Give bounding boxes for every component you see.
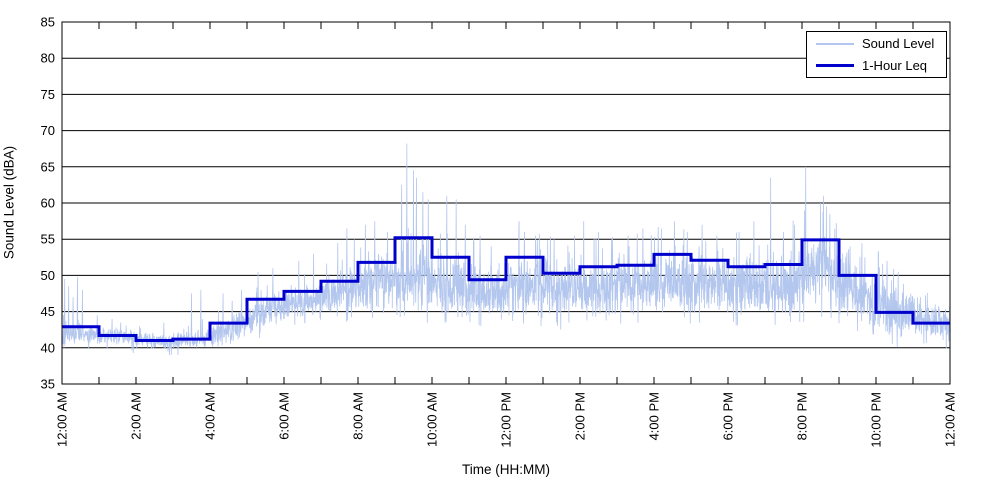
y-tick-label: 50 [41, 268, 55, 283]
y-tick-label: 40 [41, 340, 55, 355]
x-tick-label: 10:00 PM [869, 392, 884, 448]
legend-label-sound-level: Sound Level [862, 36, 935, 52]
sound-level-line-sample [816, 42, 854, 45]
y-tick-label: 35 [41, 377, 55, 392]
y-tick-label: 45 [41, 304, 55, 319]
y-tick-label: 55 [41, 232, 55, 247]
x-tick-label: 12:00 PM [499, 392, 514, 448]
x-tick-label: 12:00 AM [55, 392, 70, 447]
leq-step-line [62, 236, 950, 343]
x-tick-label: 4:00 PM [647, 392, 662, 440]
legend-entry-leq: 1-Hour Leq [807, 55, 946, 75]
x-tick-label: 6:00 PM [721, 392, 736, 440]
y-tick-label: 75 [41, 87, 55, 102]
x-tick-label: 10:00 AM [425, 392, 440, 447]
x-tick-label: 2:00 PM [573, 392, 588, 440]
y-tick-label: 85 [41, 15, 55, 30]
legend-label-leq: 1-Hour Leq [862, 57, 928, 73]
legend: Sound Level 1-Hour Leq [806, 31, 947, 78]
y-tick-label: 80 [41, 51, 55, 66]
raw-sound-level-line [61, 143, 951, 356]
x-tick-label: 12:00 AM [943, 392, 958, 447]
x-tick-label: 4:00 AM [203, 392, 218, 440]
y-tick-label: 65 [41, 159, 55, 174]
y-axis-title: Sound Level (dBA) [1, 145, 17, 260]
x-tick-label: 8:00 PM [795, 392, 810, 440]
y-tick-label: 70 [41, 123, 55, 138]
leq-line-sample [816, 63, 854, 67]
x-tick-label: 6:00 AM [277, 392, 292, 440]
x-axis-title: Time (HH:MM) [462, 462, 550, 477]
legend-entry-sound-level: Sound Level [807, 34, 946, 54]
x-tick-label: 8:00 AM [351, 392, 366, 440]
x-tick-label: 2:00 AM [129, 392, 144, 440]
y-tick-label: 60 [41, 196, 55, 211]
